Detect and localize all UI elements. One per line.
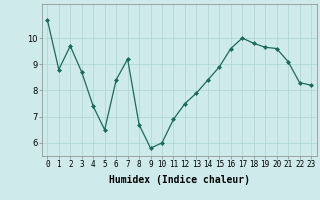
- X-axis label: Humidex (Indice chaleur): Humidex (Indice chaleur): [109, 175, 250, 185]
